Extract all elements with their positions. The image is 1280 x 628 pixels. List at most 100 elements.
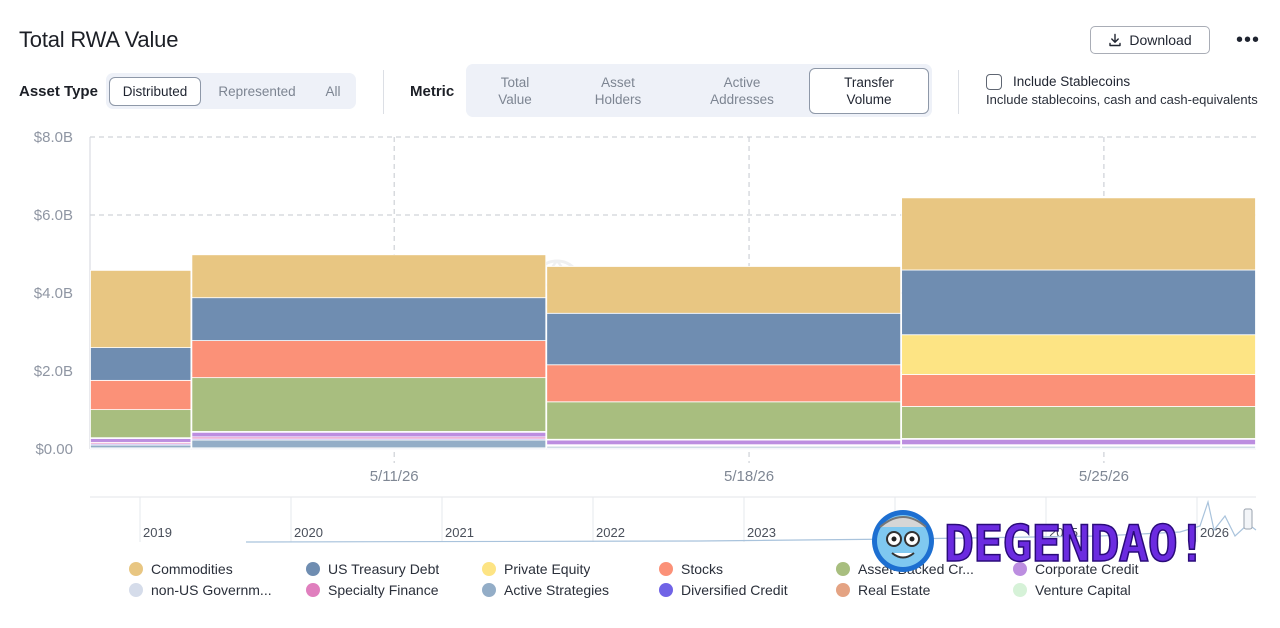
legend-swatch <box>306 562 320 576</box>
degendao-badge: DEGENDAO! <box>872 510 1208 574</box>
legend-swatch <box>306 583 320 597</box>
bar-segment[interactable] <box>901 197 1256 271</box>
timeline-year-label: 2019 <box>143 525 172 540</box>
legend-swatch <box>1013 583 1027 597</box>
legend-item[interactable]: Specialty Finance <box>306 582 439 598</box>
bar-segment[interactable] <box>90 438 192 443</box>
legend-swatch <box>659 562 673 576</box>
legend-item[interactable]: Asset-Backed Cr... <box>836 561 974 577</box>
bar-segment[interactable] <box>901 406 1256 439</box>
legend-swatch <box>129 583 143 597</box>
timeline-sparkline <box>245 499 1257 543</box>
legend-label: Active Strategies <box>504 582 610 598</box>
metric-total-value-line1: Total <box>500 74 530 90</box>
download-button[interactable]: Download <box>1090 26 1210 54</box>
timeline-year-label: 2022 <box>596 525 625 540</box>
bar-segment[interactable] <box>90 269 192 349</box>
metric-asset-holders-line1: Asset <box>601 74 635 90</box>
bar-segment[interactable] <box>90 444 192 449</box>
metric-transfer-volume-line1: Transfer <box>844 74 894 90</box>
bar-segment[interactable] <box>546 401 902 440</box>
metric-total-value-line2: Value <box>498 91 532 107</box>
bar-segment[interactable] <box>901 438 1256 446</box>
legend-label: Private Equity <box>504 561 591 577</box>
timeline-brush[interactable]: 20192020202120222023202420252026 <box>90 496 1257 543</box>
legend-item[interactable]: Real Estate <box>836 582 930 598</box>
filter-divider <box>383 70 384 114</box>
y-tick-label: $8.0B <box>34 129 73 146</box>
timeline-year-label: 2021 <box>445 525 474 540</box>
timeline-year-label: 2026 <box>1200 525 1229 540</box>
bar-segment[interactable] <box>90 379 192 411</box>
page-title: Total RWA Value <box>19 27 179 52</box>
download-icon <box>1109 33 1122 47</box>
legend-item[interactable]: Diversified Credit <box>659 582 788 598</box>
bar-segment[interactable] <box>546 439 902 446</box>
legend-swatch <box>482 562 496 576</box>
asset-type-distributed[interactable]: Distributed <box>109 76 201 106</box>
include-stablecoins-checkbox[interactable] <box>986 74 1002 90</box>
metric-label: Metric <box>410 83 455 100</box>
bar-segment[interactable] <box>191 431 547 438</box>
metric-total-value[interactable]: Total Value <box>469 68 561 114</box>
legend-item[interactable]: Corporate Credit <box>1013 561 1139 577</box>
timeline-handle[interactable] <box>1243 508 1253 530</box>
legend-swatch <box>129 562 143 576</box>
metric-toggle: Total Value Asset Holders Active Address… <box>466 64 932 117</box>
bar-segment[interactable] <box>90 347 192 381</box>
legend-item[interactable]: Stocks <box>659 561 723 577</box>
legend-label: Venture Capital <box>1035 582 1131 598</box>
timeline-year-label: 2023 <box>747 525 776 540</box>
y-tick-label: $0.00 <box>35 441 73 458</box>
legend-item[interactable]: US Treasury Debt <box>306 561 439 577</box>
legend-label: Diversified Credit <box>681 582 788 598</box>
metric-transfer-volume[interactable]: Transfer Volume <box>809 67 929 114</box>
legend-label: Stocks <box>681 561 724 577</box>
asset-type-all[interactable]: All <box>325 83 341 99</box>
stacked-bar-chart: rwa.xyz $0.00$2.0B$4.0B$6.0B$8.0B 5/11/2… <box>34 129 1257 543</box>
include-stablecoins-label: Include Stablecoins <box>1013 74 1131 89</box>
filter-divider <box>958 70 959 114</box>
x-tick-label: 5/25/26 <box>1079 468 1129 485</box>
bar-segment[interactable] <box>901 374 1256 407</box>
include-stablecoins-description: Include stablecoins, cash and cash-equiv… <box>986 92 1258 107</box>
legend-label: non-US Governm... <box>151 582 272 598</box>
metric-transfer-volume-line2: Volume <box>846 91 892 107</box>
metric-active-addresses-line1: Active <box>723 74 761 90</box>
legend-item[interactable]: Active Strategies <box>482 582 609 598</box>
bar-segment[interactable] <box>191 439 547 449</box>
metric-active-addresses[interactable]: Active Addresses <box>675 68 809 114</box>
y-tick-label: $4.0B <box>34 285 73 302</box>
legend-item[interactable]: Commodities <box>129 561 233 577</box>
bar-segment[interactable] <box>90 409 192 439</box>
legend-swatch <box>482 583 496 597</box>
bar-segment[interactable] <box>546 364 902 403</box>
x-tick-label: 5/11/26 <box>370 468 419 485</box>
legend-swatch <box>659 583 673 597</box>
legend-item[interactable]: Private Equity <box>482 561 590 577</box>
x-axis: 5/11/26 5/18/26 5/25/26 <box>370 468 1129 485</box>
legend-label: US Treasury Debt <box>328 561 440 577</box>
metric-asset-holders-line2: Holders <box>594 91 642 107</box>
bar-segment[interactable] <box>191 297 547 341</box>
x-tick-label: 5/18/26 <box>724 468 774 485</box>
legend-label: Commodities <box>151 561 233 577</box>
asset-type-label: Asset Type <box>19 83 98 100</box>
bar-segment[interactable] <box>191 254 547 299</box>
bar-segment[interactable] <box>546 312 902 366</box>
asset-type-represented[interactable]: Represented <box>218 83 296 99</box>
y-tick-label: $2.0B <box>34 363 73 380</box>
y-tick-label: $6.0B <box>34 207 73 224</box>
metric-asset-holders[interactable]: Asset Holders <box>561 68 675 114</box>
bar-segment[interactable] <box>191 377 547 432</box>
legend-item[interactable]: Venture Capital <box>1013 582 1131 598</box>
more-options-icon[interactable]: ••• <box>1235 28 1260 51</box>
metric-active-addresses-line2: Addresses <box>710 91 774 107</box>
bars <box>90 197 1256 450</box>
legend-item[interactable]: non-US Governm... <box>129 582 272 598</box>
bar-segment[interactable] <box>901 334 1256 375</box>
badge-text: DEGENDAO! <box>944 515 1206 573</box>
bar-segment[interactable] <box>546 266 902 314</box>
bar-segment[interactable] <box>191 340 547 379</box>
bar-segment[interactable] <box>901 269 1256 336</box>
